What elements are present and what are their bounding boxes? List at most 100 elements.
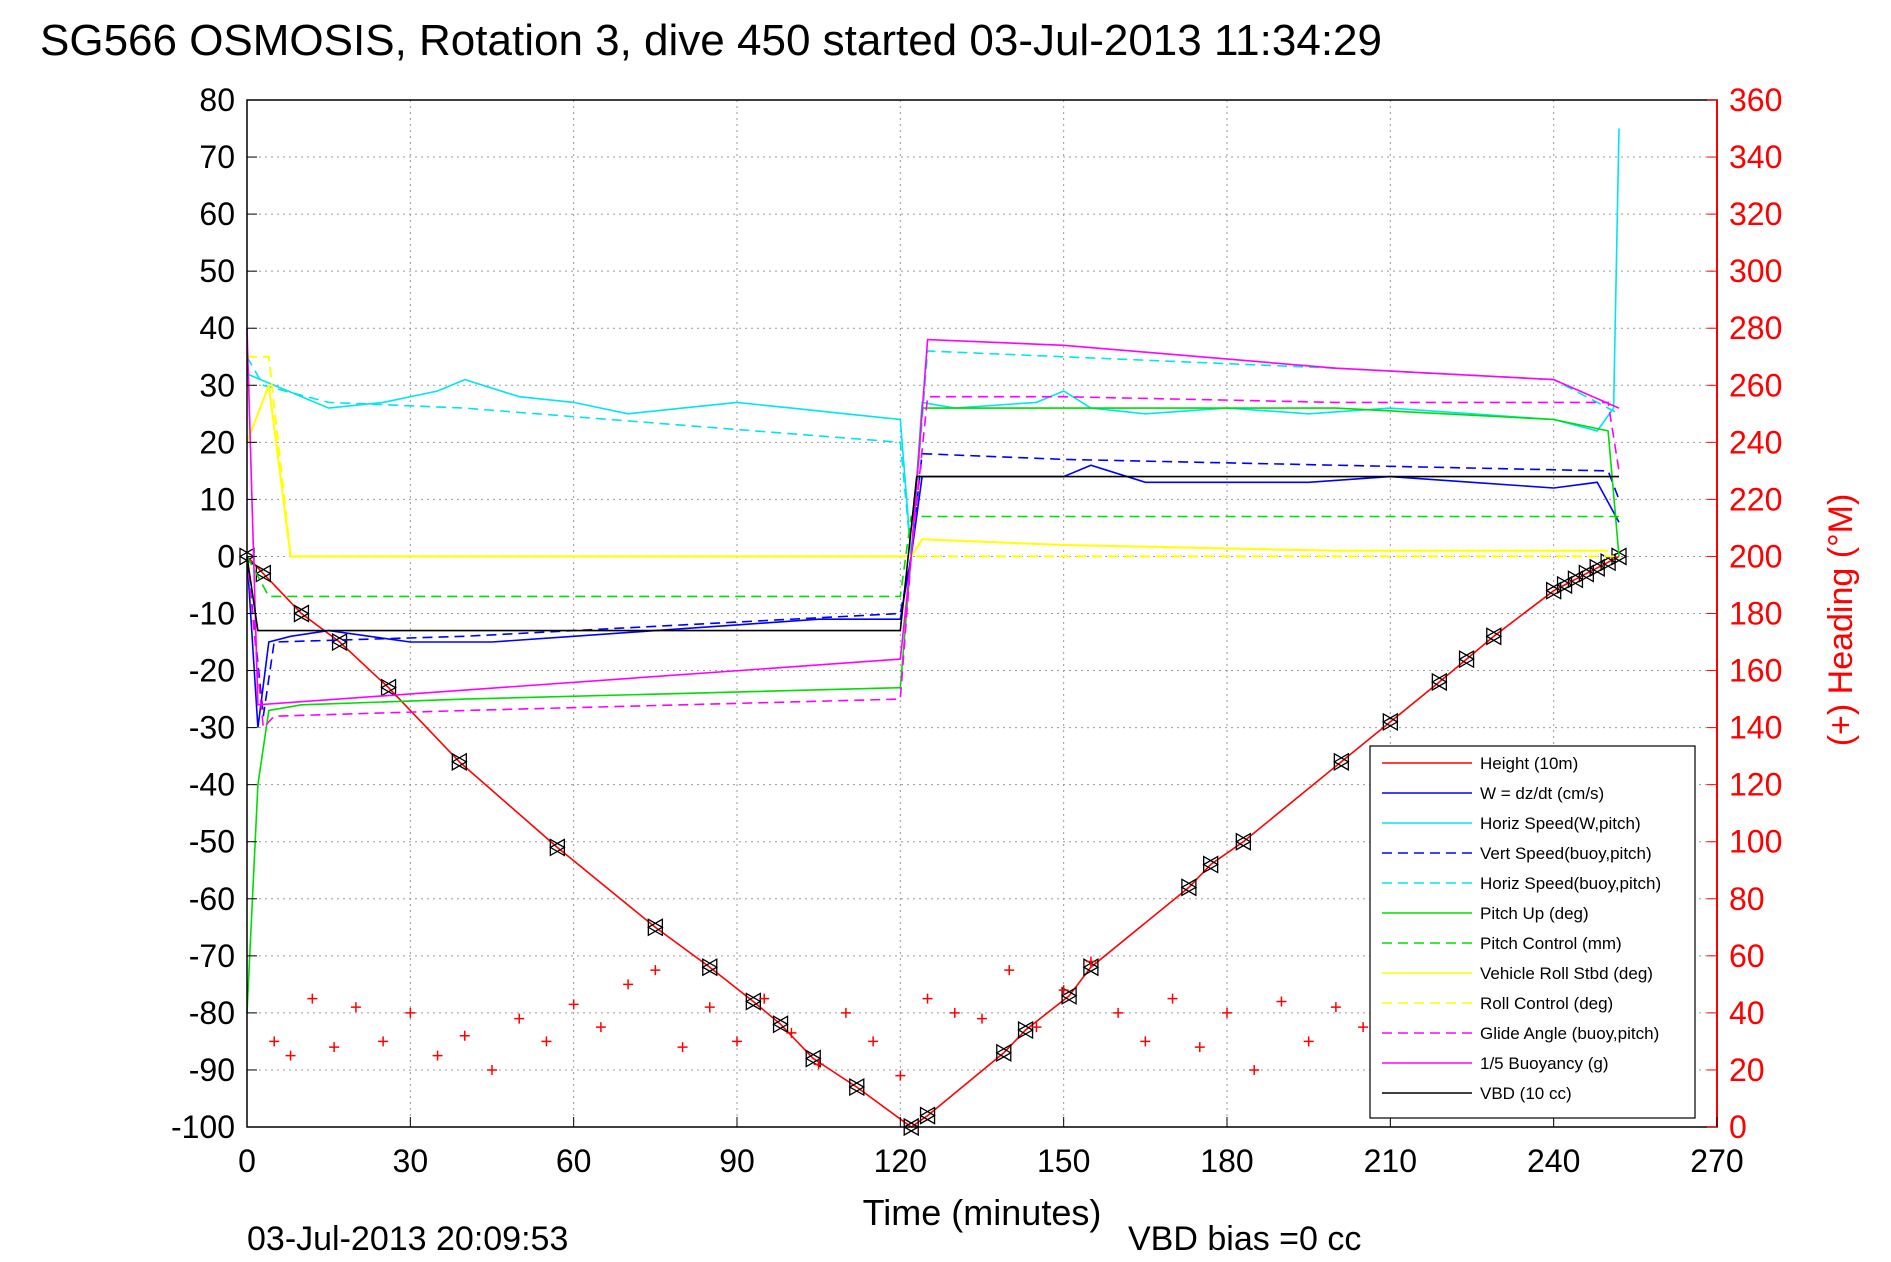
- heading-point: [269, 1036, 280, 1047]
- heading-point: [1194, 1042, 1205, 1053]
- x-tick-label: 60: [556, 1143, 592, 1179]
- legend-label: W = dz/dt (cm/s): [1480, 784, 1604, 803]
- y-tick-label: 0: [217, 538, 235, 574]
- heading-point: [1058, 985, 1069, 996]
- right-tick-label: 160: [1729, 653, 1782, 689]
- heading-point: [1276, 996, 1287, 1007]
- height-marker: [995, 1043, 1013, 1062]
- heading-point: [285, 1050, 296, 1061]
- legend-box: [1369, 745, 1696, 1119]
- heading-point: [759, 993, 770, 1004]
- y-tick-label: -50: [189, 824, 235, 860]
- y-tick-label: -10: [189, 596, 235, 632]
- right-tick-label: 220: [1729, 481, 1782, 517]
- series-line-roll-control-deg: [247, 355, 1619, 558]
- right-tick-label: 0: [1729, 1109, 1747, 1145]
- height-marker: [1485, 627, 1503, 646]
- heading-point: [487, 1064, 497, 1075]
- series-group: [238, 128, 1628, 1137]
- right-tick-label: 20: [1729, 1052, 1765, 1088]
- heading-point: [949, 1007, 960, 1018]
- height-marker: [772, 1015, 789, 1034]
- heading-point: [977, 1013, 987, 1024]
- height-marker: [804, 1049, 822, 1068]
- legend-label: 1/5 Buoyancy (g): [1480, 1054, 1609, 1073]
- height-marker: [1202, 855, 1219, 874]
- x-tick-label: 210: [1364, 1143, 1417, 1179]
- heading-point: [677, 1042, 688, 1053]
- x-tick-label: 30: [393, 1143, 429, 1179]
- heading-point: [1085, 956, 1096, 967]
- y-tick-label: 20: [199, 424, 235, 460]
- series-line-horiz-speed-buoy-pitch: [246, 350, 1620, 557]
- legend-label: Roll Control (deg): [1480, 994, 1613, 1013]
- heading-point: [1167, 993, 1178, 1004]
- height-marker: [1382, 712, 1399, 732]
- height-marker: [293, 604, 310, 623]
- chart-title: SG566 OSMOSIS, Rotation 3, dive 450 star…: [40, 16, 1382, 65]
- heading-point: [732, 1036, 742, 1047]
- heading-point: [922, 993, 933, 1004]
- series-line-vbd-10-cc: [246, 475, 1619, 632]
- heading-point: [650, 965, 661, 976]
- height-marker: [1235, 832, 1252, 851]
- y-tick-label: -80: [189, 995, 235, 1031]
- legend: Height (10m) W = dz/dt (cm/s) Horiz Speed(…: [1369, 745, 1696, 1119]
- x-axis-label: Time (minutes): [863, 1192, 1102, 1233]
- y-tick-label: -100: [171, 1109, 235, 1145]
- x-tick-label: 240: [1527, 1143, 1580, 1179]
- height-marker: [1458, 650, 1475, 669]
- x-tick-label: 270: [1690, 1143, 1743, 1179]
- right-tick-label: 280: [1729, 310, 1782, 346]
- heading-point: [329, 1042, 340, 1053]
- vbd-bias: VBD bias =0 cc: [1128, 1220, 1361, 1258]
- y-tick-label: -20: [189, 653, 235, 689]
- legend-label: Glide Angle (buoy,pitch): [1480, 1024, 1659, 1043]
- x-tick-label: 180: [1200, 1143, 1253, 1179]
- height-marker: [1180, 878, 1198, 897]
- right-tick-label: 60: [1729, 938, 1765, 974]
- right-tick-label: 100: [1729, 824, 1782, 860]
- heading-point: [307, 993, 318, 1004]
- right-tick-label: 320: [1729, 196, 1782, 232]
- y-tick-label: -60: [189, 881, 235, 917]
- y-tick-label: -70: [189, 938, 235, 974]
- height-marker: [848, 1077, 866, 1097]
- y-tick-label: 30: [199, 367, 235, 403]
- heading-point: [1140, 1036, 1151, 1047]
- right-tick-label: 180: [1729, 596, 1782, 632]
- right-tick-label: 300: [1729, 253, 1782, 289]
- y-tick-label: 50: [199, 253, 235, 289]
- right-axis-label: (+) Heading (°M): [1822, 494, 1860, 747]
- height-marker: [745, 992, 762, 1011]
- series-line-pitch-up-deg: [246, 407, 1620, 1013]
- y-tick-label: 40: [199, 310, 235, 346]
- heading-point: [595, 1022, 606, 1033]
- series-line-glide-angle-buoy-pitch: [246, 395, 1620, 730]
- legend-label: Pitch Up (deg): [1480, 904, 1589, 923]
- legend-label: Vert Speed(buoy,pitch): [1480, 844, 1652, 863]
- height-marker: [1017, 1020, 1034, 1040]
- right-tick-label: 40: [1729, 995, 1765, 1031]
- heading-point: [541, 1036, 552, 1047]
- right-tick-label: 140: [1729, 710, 1782, 746]
- heading-point: [623, 979, 634, 990]
- heading-point: [1222, 1007, 1232, 1018]
- right-axis-ticks: 3603403203002802602402202001801601401201…: [1707, 82, 1782, 1145]
- series-line-w-dz-dt-cm-s: [246, 464, 1620, 728]
- legend-label: Height (10m): [1480, 754, 1578, 773]
- heading-point: [1358, 1022, 1369, 1033]
- legend-label: Vehicle Roll Stbd (deg): [1480, 964, 1653, 983]
- x-tick-label: 90: [719, 1143, 755, 1179]
- heading-point: [868, 1036, 879, 1047]
- heading-point: [1303, 1036, 1314, 1047]
- height-marker: [1333, 752, 1350, 771]
- legend-label: VBD (10 cc): [1480, 1084, 1572, 1103]
- height-marker: [701, 958, 719, 977]
- series-line-pitch-control-mm: [246, 515, 1619, 598]
- heading-point: [568, 999, 579, 1010]
- height-marker: [1060, 986, 1078, 1005]
- heading-point: [704, 1002, 715, 1013]
- y-tick-label: 10: [199, 481, 235, 517]
